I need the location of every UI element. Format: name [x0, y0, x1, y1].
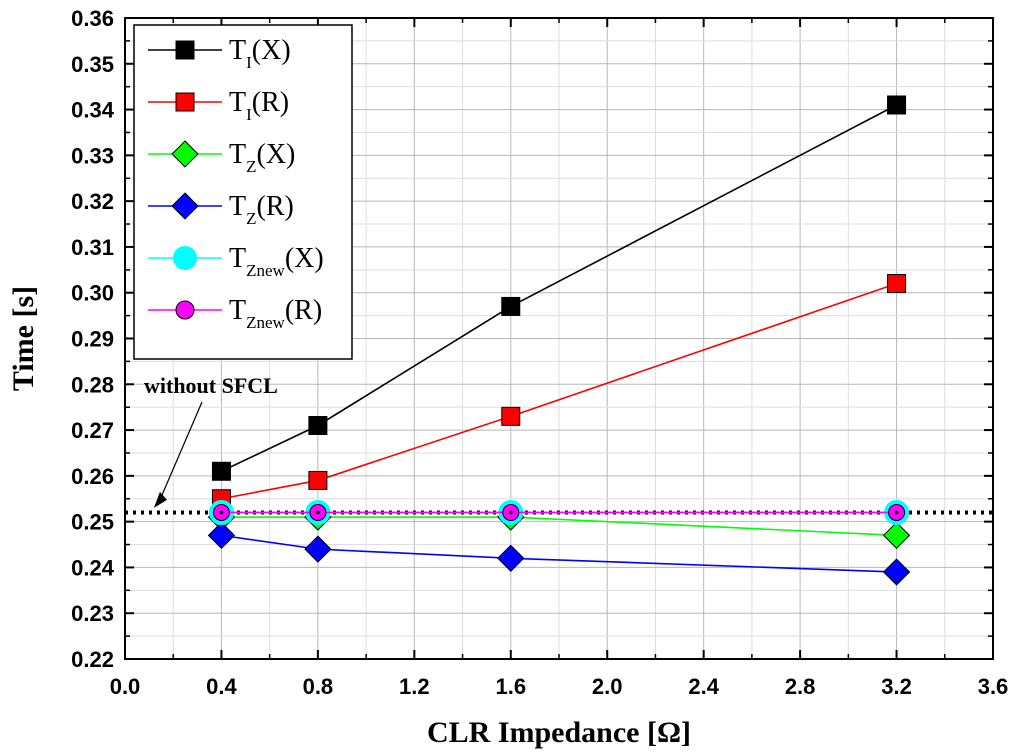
- data-point: [887, 95, 907, 115]
- y-tick-label: 0.27: [71, 418, 114, 443]
- legend-box: [133, 24, 353, 360]
- x-tick-label: 0.8: [303, 674, 334, 699]
- legend-label: TZ(X): [229, 139, 295, 176]
- y-tick-label: 0.35: [71, 52, 114, 77]
- y-axis-title: Time [s]: [7, 286, 40, 391]
- legend-marker: [175, 92, 195, 112]
- legend-marker: [175, 40, 195, 60]
- legend-item: TZ(R): [148, 191, 294, 228]
- tick-labels: 0.0 0.4 0.8 1.2 1.6 2.0 2.4 2.8 3.2 3.6 0.22 0.23 0.…: [71, 6, 1008, 699]
- legend-item: TZ(X): [148, 139, 295, 176]
- series-line: [221, 282, 897, 500]
- legend-marker: [175, 300, 195, 320]
- data-point: [887, 274, 907, 294]
- series-1: [211, 95, 907, 481]
- axis-ticks: [124, 17, 994, 660]
- x-tick-label: 0.4: [206, 674, 237, 699]
- legend-item: TZnew(R): [148, 295, 322, 332]
- y-tick-label: 0.33: [71, 143, 114, 168]
- data-point: [207, 521, 236, 550]
- data-point: [308, 470, 328, 490]
- x-tick-label: 1.6: [495, 674, 526, 699]
- data-point: [501, 296, 521, 316]
- x-axis-title: CLR Impedance [Ω]: [427, 716, 691, 749]
- legend-item: TI(X): [148, 35, 291, 72]
- annotation-group: without SFCL: [144, 373, 278, 508]
- y-tick-label: 0.22: [71, 647, 114, 672]
- y-tick-label: 0.34: [71, 98, 115, 123]
- x-tick-label: 2.4: [688, 674, 719, 699]
- data-point: [211, 461, 231, 481]
- x-tick-label: 1.2: [399, 674, 430, 699]
- annotation-arrow: [159, 401, 203, 501]
- annotation-arrowhead: [153, 491, 167, 508]
- series-line: [221, 104, 897, 473]
- x-tick-label: 2.8: [785, 674, 816, 699]
- y-tick-label: 0.28: [71, 372, 114, 397]
- y-tick-label: 0.24: [71, 555, 115, 580]
- x-tick-label: 3.6: [978, 674, 1009, 699]
- data-point: [501, 406, 521, 426]
- annotation-text: without SFCL: [144, 373, 278, 398]
- legend-item: TI(R): [148, 87, 289, 124]
- legend-marker: [171, 192, 199, 220]
- legend: TI(X) TI(R) TZ(X) TZ(R) TZnew(X) TZnew(R): [133, 24, 353, 360]
- series-group: [207, 95, 911, 586]
- legend-label: TZnew(X): [229, 243, 324, 280]
- data-point-center: [508, 510, 513, 515]
- data-point: [882, 558, 911, 586]
- series-4: [207, 521, 911, 586]
- series-line: [221, 516, 897, 537]
- y-tick-label: 0.36: [71, 6, 114, 31]
- data-point: [308, 415, 328, 435]
- y-tick-label: 0.26: [71, 464, 114, 489]
- data-point: [497, 544, 525, 572]
- legend-label: TZ(R): [229, 191, 294, 228]
- x-tick-label: 2.0: [592, 674, 623, 699]
- x-tick-label: 3.2: [881, 674, 912, 699]
- legend-label: TI(R): [229, 87, 289, 124]
- y-tick-label: 0.25: [71, 510, 114, 535]
- y-tick-label: 0.32: [71, 189, 114, 214]
- data-point-center: [219, 510, 224, 515]
- series-6: [212, 503, 906, 521]
- grid: [125, 18, 993, 659]
- series-line: [221, 534, 897, 573]
- y-tick-label: 0.30: [71, 281, 114, 306]
- data-point: [304, 535, 332, 563]
- data-point: [882, 521, 911, 550]
- y-tick-label: 0.23: [71, 601, 114, 626]
- y-tick-label: 0.31: [71, 235, 114, 260]
- legend-label: TI(X): [229, 35, 291, 72]
- legend-marker: [173, 246, 197, 270]
- x-tick-label: 0.0: [110, 674, 141, 699]
- y-tick-label: 0.29: [71, 327, 114, 352]
- data-point-center: [894, 510, 899, 515]
- legend-label: TZnew(R): [229, 295, 322, 332]
- data-point-center: [316, 510, 320, 515]
- legend-marker: [171, 140, 199, 168]
- legend-item: TZnew(X): [148, 243, 324, 280]
